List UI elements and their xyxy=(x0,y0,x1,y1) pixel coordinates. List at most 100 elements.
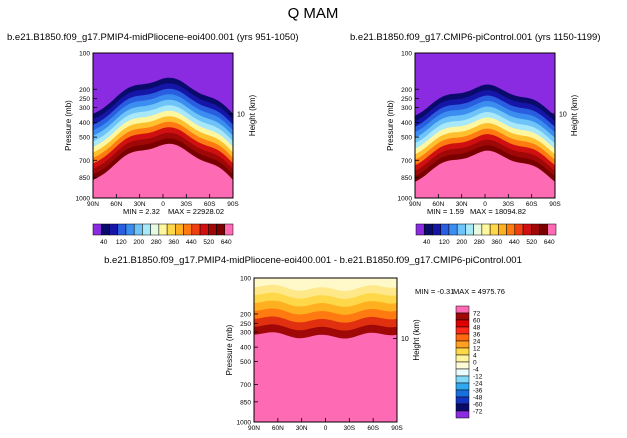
colorbar-swatch xyxy=(455,305,470,314)
y-tick-label: 700 xyxy=(79,158,90,165)
colorbar-label: -60 xyxy=(473,402,483,409)
colorbar-swatch xyxy=(455,326,470,335)
y-tick-label: 400 xyxy=(401,120,412,127)
colorbar-swatch xyxy=(158,223,168,236)
colorbar-label: 4 xyxy=(473,353,477,360)
colorbar-swatch xyxy=(109,223,118,236)
x-tick-label: 90N xyxy=(87,201,99,208)
right-tick-label: 10 xyxy=(401,336,409,343)
contour-band xyxy=(254,332,397,422)
colorbar-label: 280 xyxy=(151,239,162,246)
x-tick-label: 0 xyxy=(483,201,487,208)
colorbar-swatch xyxy=(117,223,127,236)
colorbar-label: 120 xyxy=(439,239,450,246)
min-readout: MIN = 2.32 xyxy=(123,207,160,216)
colorbar-swatch xyxy=(455,361,470,370)
colorbar-swatch xyxy=(455,354,470,363)
colorbar-swatch xyxy=(455,375,470,384)
colorbar-label: -48 xyxy=(473,395,483,402)
colorbar-swatch xyxy=(216,223,226,236)
max-readout: MAX = 18094.82 xyxy=(470,207,526,216)
colorbar-label: 640 xyxy=(221,239,232,246)
y-tick-label: 850 xyxy=(240,399,251,406)
y-tick-label: 700 xyxy=(240,382,251,389)
x-tick-label: 90S xyxy=(391,425,403,432)
colorbar-swatch xyxy=(455,368,470,377)
colorbar-swatch xyxy=(448,223,458,236)
x-tick-label: 60N xyxy=(110,201,122,208)
colorbar-label: 520 xyxy=(203,239,214,246)
colorbar-swatch xyxy=(514,223,524,236)
min-readout: MIN = -0.31 xyxy=(415,287,454,296)
colorbar-label: 120 xyxy=(116,239,127,246)
right-tick-label: 10 xyxy=(237,111,245,118)
colorbar-swatch xyxy=(423,223,433,236)
y-tick-label: 300 xyxy=(79,105,90,112)
min-readout: MIN = 1.59 xyxy=(427,207,464,216)
y-tick-label: 300 xyxy=(240,330,251,337)
colorbar-swatch xyxy=(150,223,160,236)
x-tick-label: 30N xyxy=(134,201,146,208)
shared-colorbar-2: 40 120 200 280 360 440 520 640 xyxy=(415,223,557,246)
colorbar-swatch xyxy=(191,223,201,236)
x-tick-label: 90S xyxy=(549,201,561,208)
y-tick-label: 850 xyxy=(79,175,90,182)
colorbar-label: -4 xyxy=(473,367,479,374)
colorbar-swatch xyxy=(455,312,470,321)
colorbar-swatch xyxy=(481,223,491,236)
right-axis-title: Height (km) xyxy=(412,319,421,361)
y-tick-label: 200 xyxy=(240,312,251,319)
colorbar-swatch xyxy=(133,223,143,236)
y-tick-label: 1000 xyxy=(398,196,413,203)
x-tick-label: 90S xyxy=(227,201,239,208)
x-tick-label: 30S xyxy=(344,425,356,432)
colorbar-swatch xyxy=(175,223,184,236)
x-tick-label: 90N xyxy=(409,201,421,208)
contour-field xyxy=(254,278,397,422)
y-tick-label: 1000 xyxy=(76,196,91,203)
panel-title: b.e21.B1850.f09_g17.PMIP4-midPliocene-eo… xyxy=(7,32,299,43)
colorbar-swatch xyxy=(183,223,193,236)
right-axis-title: Height (km) xyxy=(248,94,257,136)
y-tick-label: 500 xyxy=(401,135,412,142)
contour-field xyxy=(415,53,555,198)
colorbar-label: 520 xyxy=(526,239,537,246)
y-tick-label: 850 xyxy=(401,175,412,182)
colorbar-label: -72 xyxy=(473,409,483,416)
colorbar-swatch xyxy=(166,223,176,236)
colorbar-swatch xyxy=(455,396,470,405)
colorbar-swatch xyxy=(455,410,470,419)
y-tick-label: 700 xyxy=(401,158,412,165)
colorbar-label: -36 xyxy=(473,388,483,395)
x-tick-label: 60S xyxy=(526,201,538,208)
colorbar-swatch xyxy=(432,223,441,236)
y-tick-label: 400 xyxy=(79,120,90,127)
panel-2: b.e21.B1850.f09_g17.CMIP6-piControl.001 … xyxy=(350,32,601,216)
y-tick-label: 250 xyxy=(240,321,251,328)
colorbar-swatch xyxy=(125,223,135,236)
y-tick-label: 500 xyxy=(79,135,90,142)
colorbar-swatch xyxy=(498,223,507,236)
colorbar-swatch xyxy=(92,223,102,236)
colorbar-label: 0 xyxy=(473,360,477,367)
panel-1: b.e21.B1850.f09_g17.PMIP4-midPliocene-eo… xyxy=(7,32,299,216)
x-tick-label: 30S xyxy=(503,201,515,208)
colorbar-label: 40 xyxy=(423,239,431,246)
colorbar-swatch xyxy=(489,223,499,236)
colorbar-label: 36 xyxy=(473,332,481,339)
colorbar-label: 440 xyxy=(509,239,520,246)
colorbar-swatch xyxy=(142,223,151,236)
colorbar-label: 12 xyxy=(473,346,481,353)
colorbar-swatch xyxy=(455,382,470,391)
colorbar-label: 200 xyxy=(456,239,467,246)
y-tick-label: 100 xyxy=(79,51,90,58)
right-axis-title: Height (km) xyxy=(570,94,579,136)
colorbar-label: 440 xyxy=(186,239,197,246)
colorbar-swatch xyxy=(465,223,474,236)
colorbar-swatch xyxy=(531,223,540,236)
colorbar-swatch xyxy=(415,223,425,236)
max-readout: MAX = 22928.02 xyxy=(168,207,224,216)
x-tick-label: 0 xyxy=(324,425,328,432)
colorbar-swatch xyxy=(455,403,470,412)
colorbar-swatch xyxy=(455,340,470,349)
